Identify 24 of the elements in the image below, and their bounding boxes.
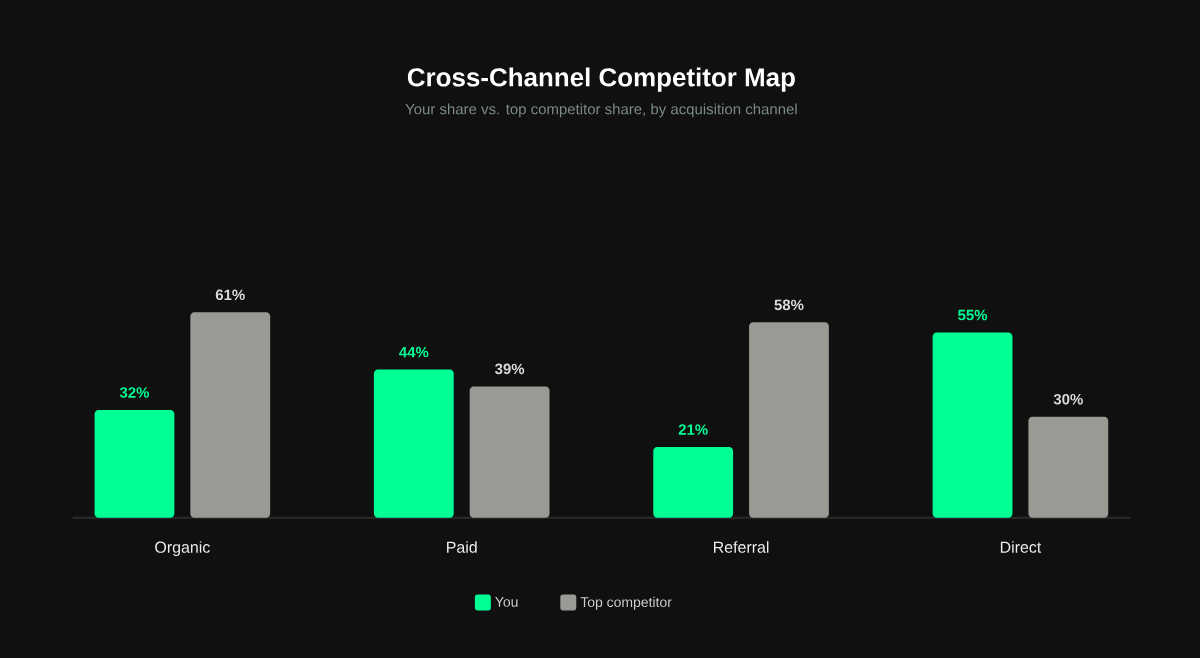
bar — [94, 409, 175, 518]
bar — [469, 386, 550, 518]
data-label: 21% — [678, 424, 708, 435]
data-label: 58% — [774, 299, 804, 310]
data-label: 39% — [494, 363, 525, 374]
data-label: 32% — [119, 386, 150, 398]
legend-label: Top competitor — [580, 596, 672, 610]
x-tick-label: Paid — [447, 540, 477, 553]
data-label: 30% — [1053, 393, 1083, 405]
x-tick-label: Referral — [714, 540, 769, 553]
legend-label: You — [495, 596, 518, 607]
bar — [749, 322, 829, 518]
bar — [932, 332, 1013, 518]
bar — [373, 369, 454, 518]
bar — [653, 446, 734, 518]
bar — [1028, 416, 1109, 518]
chart-title: Cross-Channel Competitor Map — [407, 67, 795, 92]
bar — [190, 312, 271, 518]
data-label: 44% — [399, 346, 429, 358]
data-label: 55% — [958, 309, 988, 321]
x-tick-label: Direct — [1000, 540, 1042, 553]
chart-subtitle: Your share vs. top competitor share, by acquisition channel — [405, 103, 797, 118]
x-tick-label: Organic — [155, 540, 210, 556]
data-label: 61% — [215, 289, 245, 300]
